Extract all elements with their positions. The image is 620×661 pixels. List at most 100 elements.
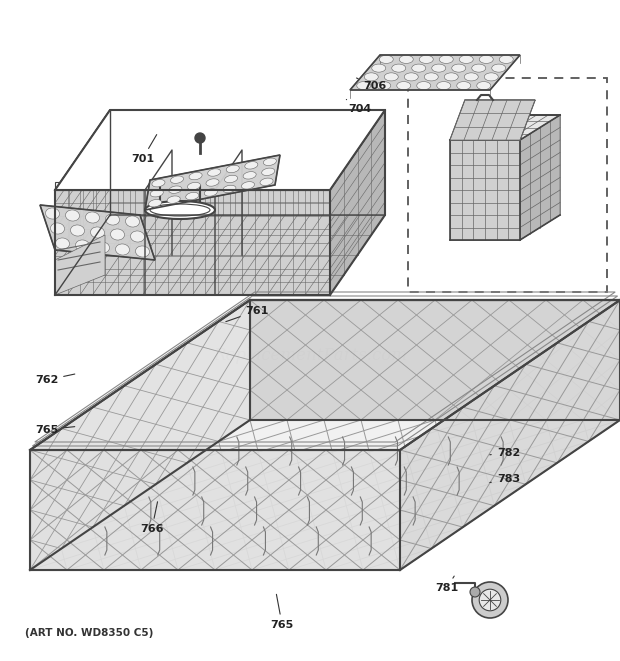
Ellipse shape [169,186,182,194]
Ellipse shape [170,176,184,183]
Text: ReplacementParts.com: ReplacementParts.com [213,346,407,364]
Ellipse shape [436,81,451,90]
Ellipse shape [452,64,466,72]
Ellipse shape [399,56,414,63]
Ellipse shape [152,180,165,187]
Text: 704: 704 [347,99,371,114]
Text: 781: 781 [435,576,458,594]
Ellipse shape [499,56,513,63]
Ellipse shape [379,56,393,63]
Text: 762: 762 [35,374,75,385]
FancyBboxPatch shape [408,78,607,292]
Ellipse shape [130,231,144,242]
Ellipse shape [66,210,79,221]
Polygon shape [30,300,250,570]
Ellipse shape [205,189,218,196]
Ellipse shape [91,227,105,238]
Ellipse shape [412,64,426,72]
Ellipse shape [479,56,494,63]
Polygon shape [400,300,620,570]
Polygon shape [40,205,155,260]
Ellipse shape [226,165,239,173]
Ellipse shape [356,81,371,90]
Ellipse shape [419,56,433,63]
Ellipse shape [262,168,275,175]
Ellipse shape [105,214,120,225]
Text: 701: 701 [131,135,157,164]
Ellipse shape [492,64,506,72]
Ellipse shape [377,81,391,90]
Ellipse shape [464,73,478,81]
Ellipse shape [95,242,110,253]
Ellipse shape [484,73,498,81]
Polygon shape [145,155,280,210]
Ellipse shape [477,81,491,90]
Text: 783: 783 [490,474,520,485]
Polygon shape [55,215,385,295]
Polygon shape [450,100,535,140]
Ellipse shape [189,173,202,180]
Ellipse shape [472,64,485,72]
Ellipse shape [150,204,210,216]
Polygon shape [30,450,400,570]
Polygon shape [330,110,385,295]
Ellipse shape [136,246,149,257]
Ellipse shape [241,182,255,189]
Ellipse shape [245,162,258,169]
Text: 765: 765 [35,424,75,435]
Ellipse shape [50,223,64,234]
Ellipse shape [86,212,100,223]
Ellipse shape [76,240,89,251]
Ellipse shape [167,196,180,204]
Ellipse shape [397,81,410,90]
Circle shape [195,133,205,143]
Ellipse shape [432,64,446,72]
Ellipse shape [372,64,386,72]
Polygon shape [55,110,385,190]
Polygon shape [30,420,620,570]
Ellipse shape [187,182,200,190]
Polygon shape [450,115,560,140]
Ellipse shape [445,73,458,81]
Polygon shape [520,115,560,240]
Polygon shape [450,100,535,140]
Ellipse shape [149,200,162,207]
Text: 765: 765 [270,594,294,630]
Ellipse shape [150,190,163,197]
Ellipse shape [392,64,405,72]
Ellipse shape [206,178,219,186]
Text: (ART NO. WD8350 C5): (ART NO. WD8350 C5) [25,628,153,638]
Ellipse shape [145,201,215,219]
Ellipse shape [457,81,471,90]
Ellipse shape [110,229,125,240]
Ellipse shape [404,73,418,81]
Circle shape [472,582,508,618]
Polygon shape [55,110,385,190]
Ellipse shape [417,81,431,90]
Circle shape [479,589,501,611]
Ellipse shape [115,244,130,255]
Ellipse shape [223,185,236,192]
Ellipse shape [55,238,69,249]
Text: 766: 766 [140,502,164,534]
Ellipse shape [71,225,84,236]
Ellipse shape [125,216,140,227]
Text: 761: 761 [226,305,269,322]
Ellipse shape [264,158,277,165]
Ellipse shape [384,73,398,81]
Polygon shape [55,235,105,295]
Ellipse shape [439,56,453,63]
Polygon shape [55,110,110,295]
Ellipse shape [243,172,256,179]
Circle shape [470,587,480,597]
Polygon shape [55,190,330,295]
Ellipse shape [260,178,273,186]
Ellipse shape [208,169,221,176]
Ellipse shape [365,73,378,81]
Ellipse shape [459,56,473,63]
Ellipse shape [224,175,237,182]
Text: 706: 706 [356,78,387,91]
Polygon shape [55,182,330,190]
Polygon shape [450,140,520,240]
Polygon shape [350,55,520,90]
